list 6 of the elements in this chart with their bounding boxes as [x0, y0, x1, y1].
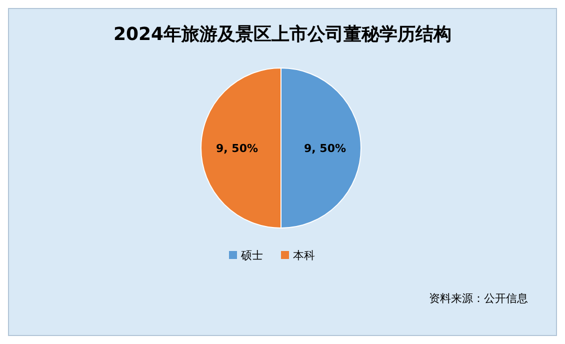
legend-label: 硕士	[240, 249, 263, 262]
data-label: 9, 50%	[304, 142, 346, 155]
text: 资料来源：公开信息	[429, 292, 528, 305]
data-label: 9, 50%	[216, 142, 258, 155]
chart-title: 2024年旅游及景区上市公司董秘学历结构	[113, 24, 452, 45]
legend-label: 本科	[293, 249, 315, 262]
